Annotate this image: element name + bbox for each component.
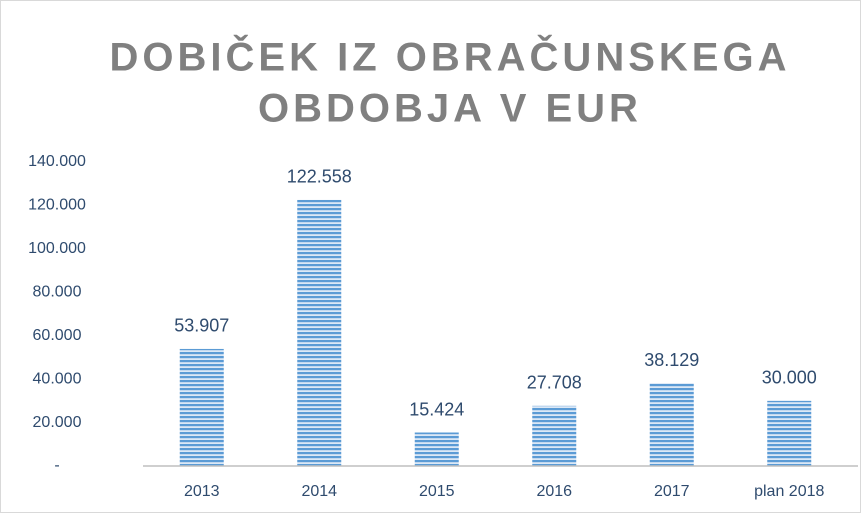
bar [297, 199, 342, 466]
bar [767, 400, 812, 466]
y-tick-label: 120.000 [28, 197, 86, 214]
value-label: 53.907 [174, 316, 229, 336]
chart-title: DOBIČEK IZ OBRAČUNSKEGA [110, 34, 791, 80]
x-tick-label: 2017 [654, 483, 690, 500]
y-tick-label: 100.000 [28, 240, 86, 257]
value-label: 27.708 [527, 373, 582, 393]
x-tick-label: 2015 [419, 483, 455, 500]
x-tick-label: 2013 [184, 483, 220, 500]
bar [649, 383, 694, 466]
bar [414, 432, 459, 466]
y-tick-label: 20.000 [33, 414, 82, 431]
y-tick-label: 140.000 [28, 153, 86, 170]
value-label: 122.558 [287, 167, 352, 187]
y-tick-label: 80.000 [33, 284, 82, 301]
bar [179, 348, 224, 466]
bar [532, 405, 577, 466]
value-label: 38.129 [644, 350, 699, 370]
chart-title: OBDOBJA V EUR [258, 87, 642, 131]
y-tick-label: 40.000 [33, 370, 82, 387]
x-tick-label: 2014 [301, 483, 337, 500]
value-label: 15.424 [409, 399, 464, 419]
x-tick-label: plan 2018 [754, 483, 824, 500]
x-tick-label: 2016 [536, 483, 572, 500]
y-tick-label: 60.000 [33, 327, 82, 344]
y-tick-label: - [54, 457, 59, 474]
value-label: 30.000 [762, 368, 817, 388]
